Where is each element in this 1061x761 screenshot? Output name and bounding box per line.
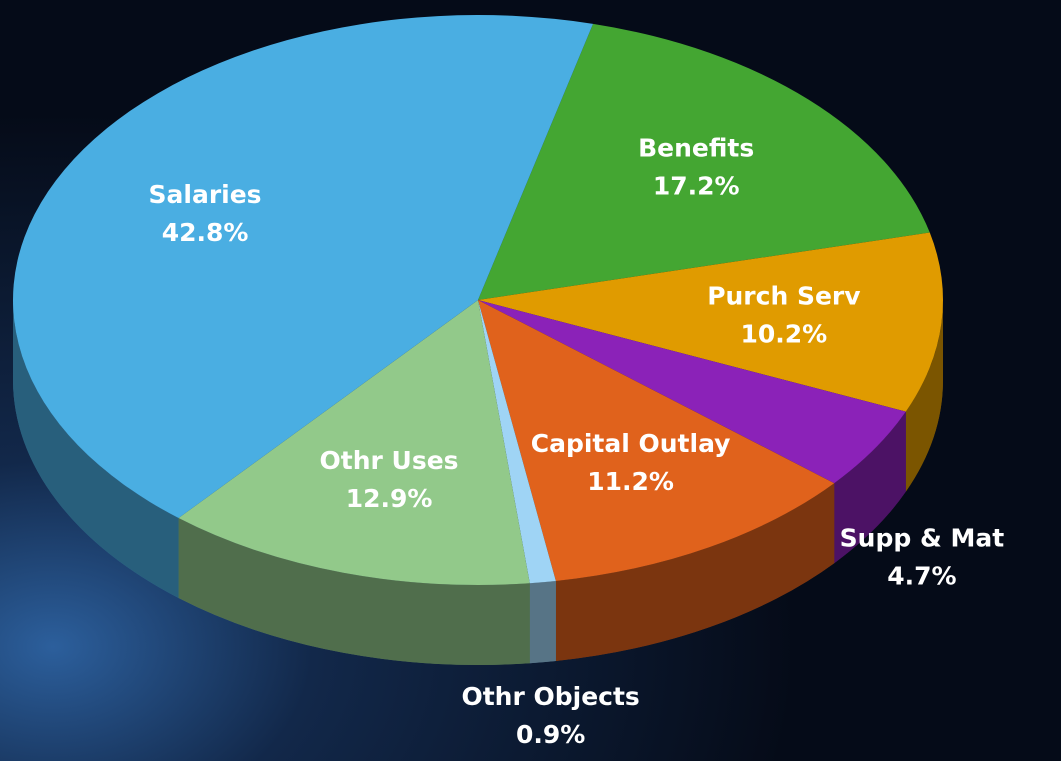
slice (178, 300, 530, 585)
slice-value-label: 4.7% (887, 561, 956, 590)
slice-side (13, 300, 179, 599)
slice-label: Salaries (149, 180, 262, 209)
slice (478, 300, 906, 484)
slice-label: Othr Objects (461, 682, 639, 711)
slice-label: Supp & Mat (840, 523, 1005, 552)
labels: Benefits 17.2% Purch Serv 10.2% Supp & Mat 4.… (149, 134, 1005, 749)
slice (12, 14, 594, 519)
pie-sides (13, 300, 943, 665)
slice-side (905, 300, 943, 492)
slice (478, 23, 930, 301)
slice-value-label: 11.2% (587, 467, 674, 496)
slice-side-shade (13, 300, 179, 599)
slice-value-label: 42.8% (162, 218, 249, 247)
slice-side (834, 411, 906, 564)
slice-value-label: 17.2% (653, 172, 740, 201)
slice-side-shade (905, 300, 943, 492)
pie-tops (12, 14, 944, 585)
slice-side-shade (529, 580, 556, 664)
slice-label: Capital Outlay (531, 429, 731, 458)
slice-side (178, 518, 530, 665)
slice (478, 300, 556, 584)
slice-side-shade (834, 411, 906, 564)
slice (478, 232, 944, 412)
slice (478, 300, 835, 581)
slice-side (529, 580, 556, 664)
slice-value-label: 0.9% (516, 720, 585, 749)
slice-side-shade (178, 518, 530, 665)
slice-side-shade (555, 483, 835, 661)
slice-value-label: 12.9% (346, 484, 433, 513)
slice-side (555, 483, 835, 661)
slice-value-label: 10.2% (741, 319, 828, 348)
slice-label: Benefits (638, 134, 754, 163)
slice-label: Purch Serv (707, 281, 860, 310)
slice-label: Othr Uses (320, 446, 459, 475)
